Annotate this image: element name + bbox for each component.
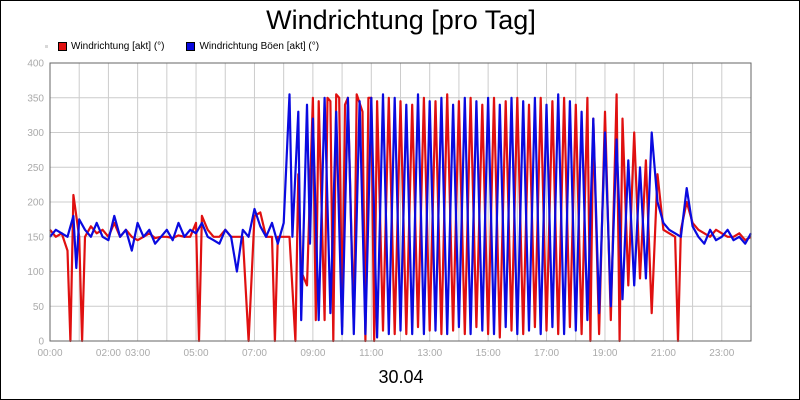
x-tick-label-11: 21:00: [651, 348, 676, 359]
x-tick-label-2: 03:00: [125, 348, 150, 359]
chart-title: Windrichtung [pro Tag]: [266, 5, 536, 35]
series-line-1: [49, 93, 752, 339]
x-tick-label-8: 15:00: [476, 348, 501, 359]
y-tick-label-7: 350: [27, 93, 44, 104]
plot-border: [49, 62, 752, 342]
y-tick-label-8: 400: [27, 59, 44, 70]
x-tick-label-10: 19:00: [592, 348, 617, 359]
legend-item-series-0: Windrichtung [akt] (°): [58, 41, 164, 52]
y-tick-label-4: 200: [27, 198, 44, 209]
y-tick-label-2: 100: [27, 267, 44, 278]
y-tick-label-1: 50: [33, 302, 45, 313]
legend-label-series-0: Windrichtung [akt] (°): [71, 40, 165, 52]
x-tick-label-3: 05:00: [184, 348, 209, 359]
x-tick-label-5: 09:00: [300, 348, 325, 359]
y-tick-label-6: 300: [27, 128, 44, 139]
y-tick-label-5: 250: [27, 163, 44, 174]
x-axis-title: 30.04: [378, 367, 424, 387]
x-tick-label-1: 02:00: [96, 348, 121, 359]
y-tick-label-0: 0: [38, 337, 44, 348]
x-tick-label-7: 13:00: [417, 348, 442, 359]
x-tick-label-6: 11:00: [359, 348, 384, 359]
legend-swatch-series-0: [58, 41, 67, 51]
x-tick-label-9: 17:00: [534, 348, 559, 359]
legend-swatch-series-1: [186, 41, 196, 51]
y-tick-label-3: 150: [27, 232, 44, 243]
legend-item-series-1: Windrichtung Böen [akt] (°): [186, 41, 319, 52]
legend-marker-icon: [45, 44, 48, 48]
x-tick-label-0: 00:00: [37, 348, 62, 359]
x-tick-label-12: 23:00: [709, 348, 734, 359]
legend-label-series-1: Windrichtung Böen [akt] (°): [199, 40, 320, 52]
legend: Windrichtung [akt] (°) Windrichtung Böen…: [45, 39, 341, 53]
x-tick-label-4: 07:00: [242, 348, 267, 359]
